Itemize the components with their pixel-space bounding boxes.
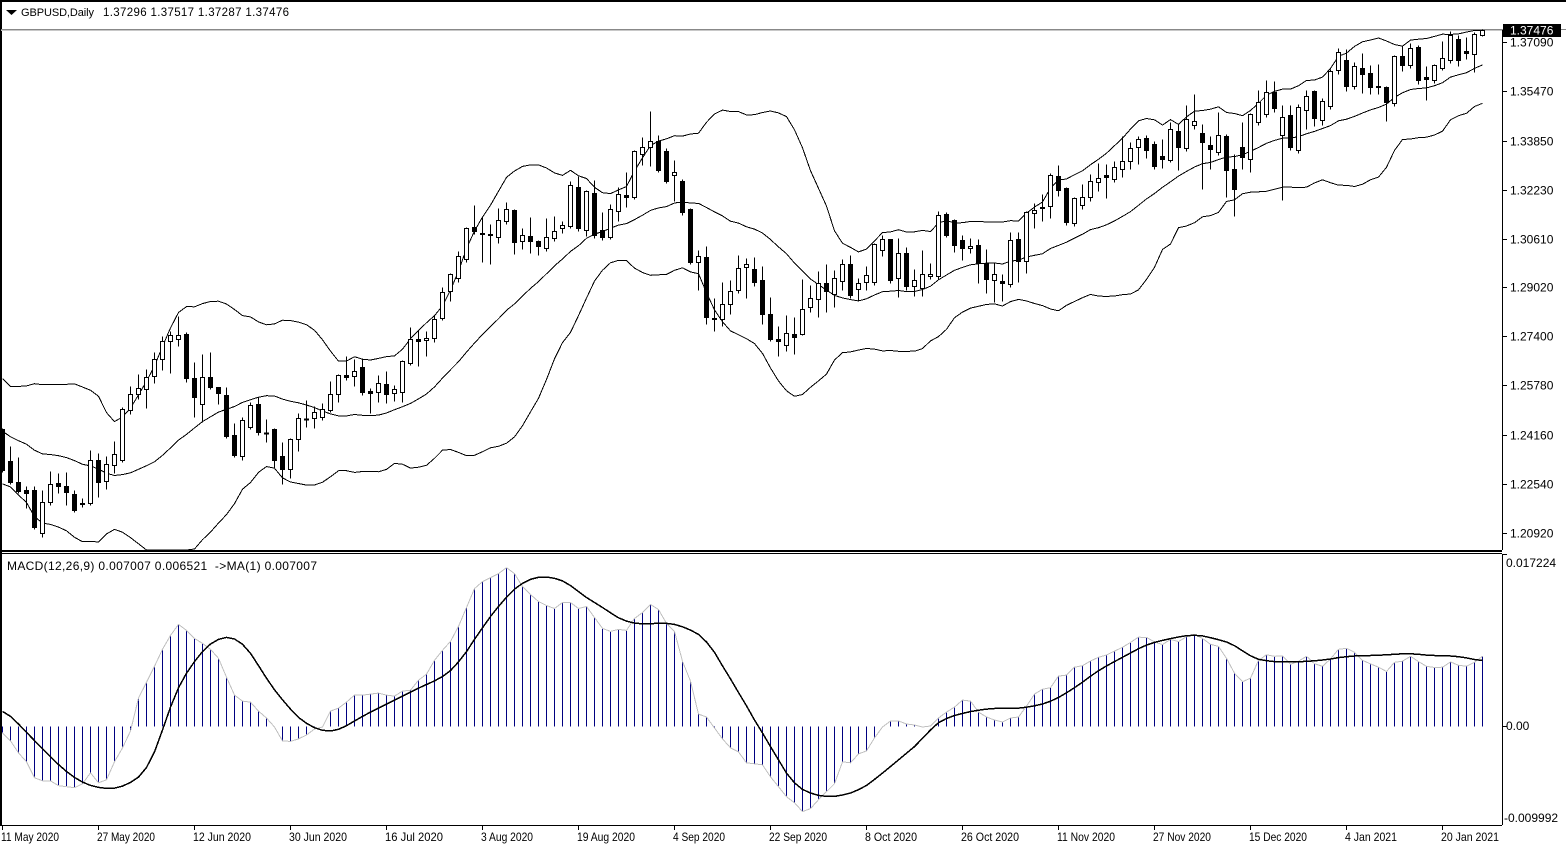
svg-text:20 Jan 2021: 20 Jan 2021 [1441,830,1499,844]
svg-text:MACD(12,26,9) 0.007007 0.00652: MACD(12,26,9) 0.007007 0.006521 ->MA(1) … [7,559,317,573]
svg-text:27 May 2020: 27 May 2020 [97,830,155,844]
svg-text:1.30610: 1.30610 [1510,233,1554,247]
svg-text:30 Jun 2020: 30 Jun 2020 [289,830,347,844]
svg-text:11 May 2020: 11 May 2020 [1,830,59,844]
svg-text:1.24160: 1.24160 [1510,429,1554,443]
svg-text:1.27400: 1.27400 [1510,330,1554,344]
svg-text:12 Jun 2020: 12 Jun 2020 [193,830,251,844]
svg-text:8 Oct 2020: 8 Oct 2020 [865,830,917,844]
svg-text:1.29020: 1.29020 [1510,281,1554,295]
svg-text:19 Aug 2020: 19 Aug 2020 [577,830,635,844]
svg-text:1.33850: 1.33850 [1510,135,1554,149]
svg-text:1.20920: 1.20920 [1510,527,1554,541]
svg-text:1.37090: 1.37090 [1510,36,1554,50]
svg-text:27 Nov 2020: 27 Nov 2020 [1153,830,1211,844]
svg-text:0.017224: 0.017224 [1506,556,1556,570]
svg-text:1.32230: 1.32230 [1510,184,1554,198]
svg-text:26 Oct 2020: 26 Oct 2020 [961,830,1019,844]
svg-text:GBPUSD,Daily: GBPUSD,Daily [21,7,95,19]
svg-text:-0.009992: -0.009992 [1504,811,1558,825]
svg-text:16 Jul 2020: 16 Jul 2020 [385,830,443,844]
svg-text:1.37296 1.37517 1.37287 1.3747: 1.37296 1.37517 1.37287 1.37476 [103,7,289,19]
svg-text:1.37476: 1.37476 [1510,24,1554,38]
svg-text:15 Dec 2020: 15 Dec 2020 [1249,830,1307,844]
svg-text:0.00: 0.00 [1506,719,1530,733]
svg-text:11 Nov 2020: 11 Nov 2020 [1057,830,1115,844]
svg-text:1.35470: 1.35470 [1510,85,1554,99]
svg-text:22 Sep 2020: 22 Sep 2020 [769,830,827,844]
svg-text:1.22540: 1.22540 [1510,478,1554,492]
svg-text:1.25780: 1.25780 [1510,379,1554,393]
svg-text:4 Jan 2021: 4 Jan 2021 [1345,830,1397,844]
svg-text:3 Aug 2020: 3 Aug 2020 [481,830,533,844]
svg-text:4 Sep 2020: 4 Sep 2020 [673,830,725,844]
